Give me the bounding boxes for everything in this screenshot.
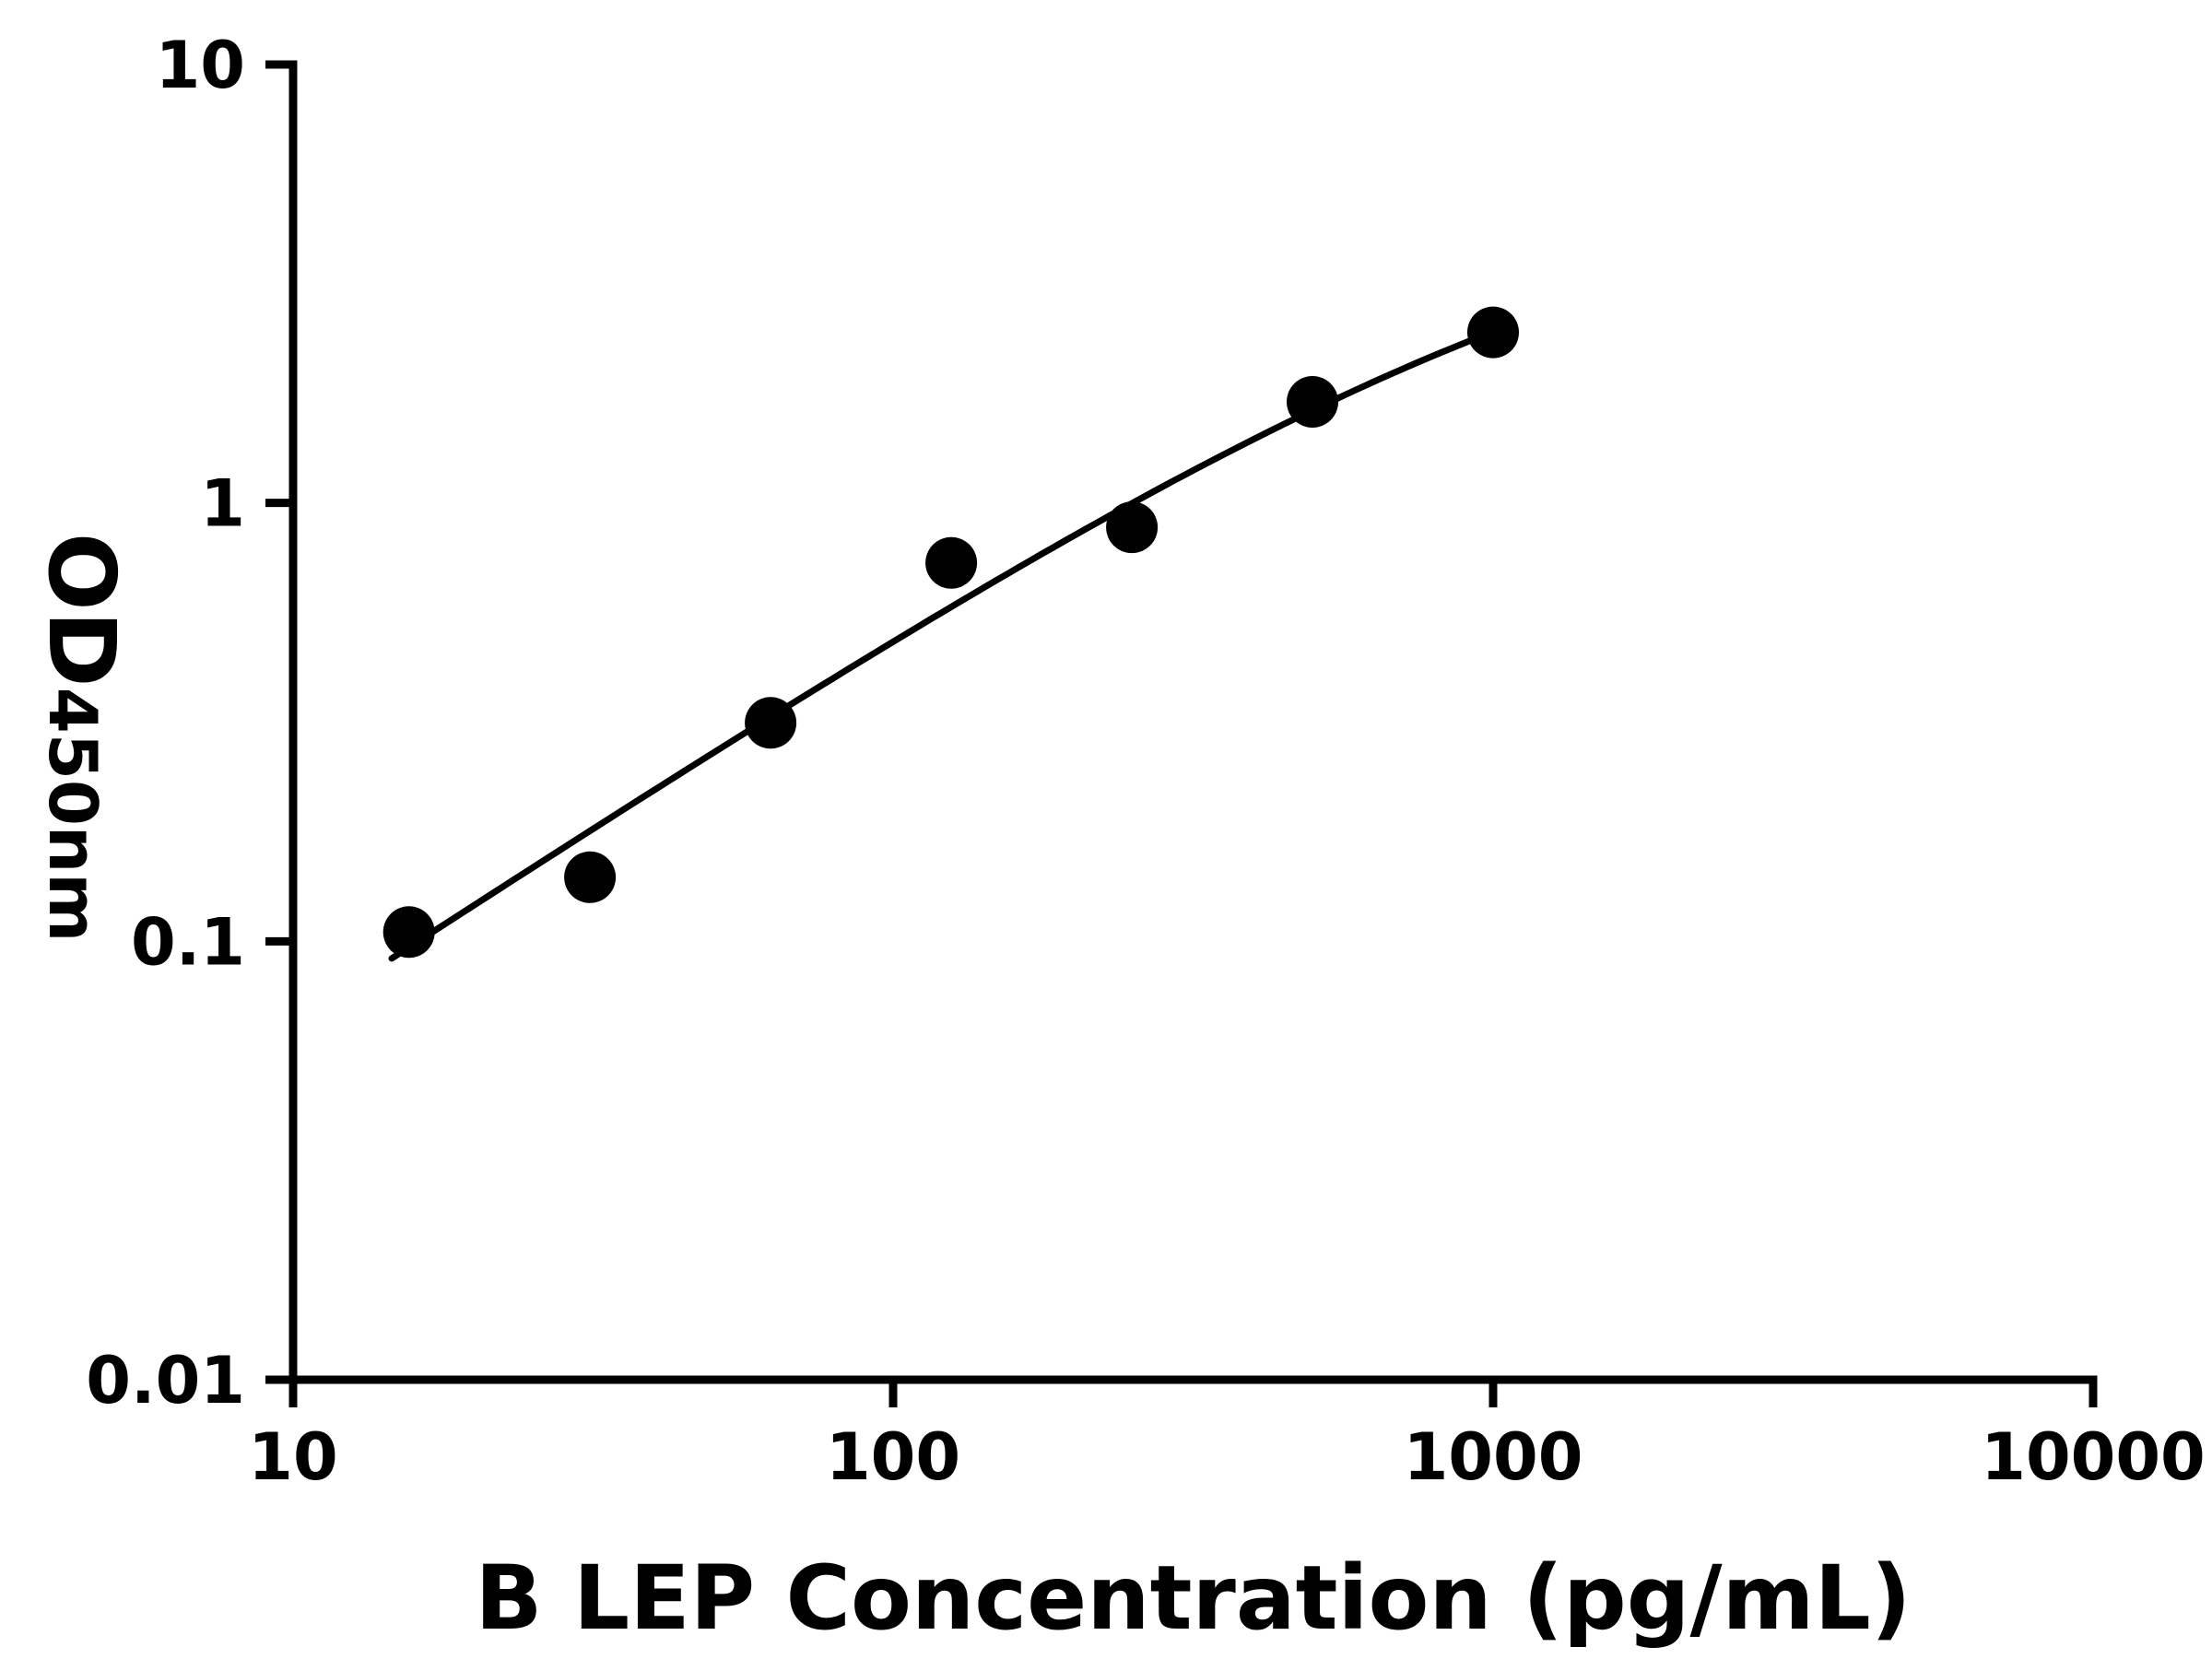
data-point (382, 906, 435, 959)
y-tick-label: 0.1 (131, 904, 245, 980)
x-axis-title: B LEP Concentration (pg/mL) (475, 1547, 1912, 1650)
y-axis-title-subscript: 450nm (34, 687, 112, 943)
data-point (745, 697, 797, 749)
y-axis-title: OD450nm (28, 532, 135, 943)
y-tick-label: 1 (200, 466, 245, 542)
x-tick-label: 10000 (1981, 1419, 2206, 1495)
y-tick-label: 10 (156, 28, 245, 103)
data-point (1287, 376, 1338, 428)
y-axis-title-main: OD (28, 532, 135, 688)
y-tick-label: 0.01 (86, 1343, 245, 1418)
x-tick-label: 100 (826, 1419, 960, 1495)
data-point (564, 851, 617, 903)
data-point (1106, 501, 1159, 554)
data-point (1467, 306, 1519, 359)
fit-curve (388, 328, 1497, 962)
data-point (925, 536, 978, 589)
x-tick-label: 10 (248, 1419, 337, 1495)
x-tick-label: 1000 (1404, 1419, 1583, 1495)
